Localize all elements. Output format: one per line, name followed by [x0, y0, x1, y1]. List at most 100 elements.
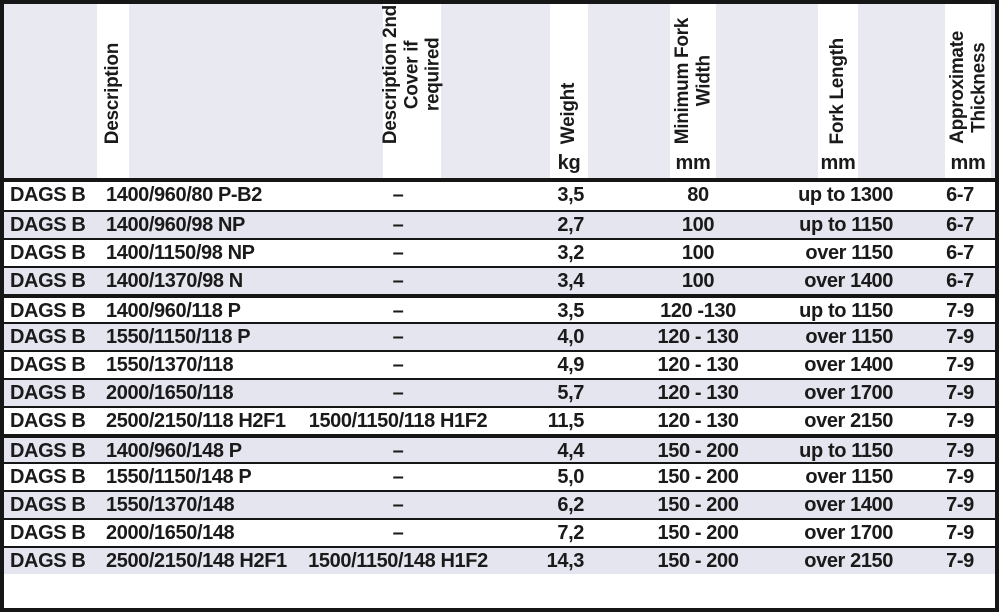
- cell-description-2nd: –: [392, 466, 404, 488]
- cell-description-2nd: –: [392, 494, 404, 516]
- column-unit-fork-width: mm: [675, 152, 711, 174]
- cell-thickness: 7-9: [946, 300, 974, 322]
- cell-fork-width: 100: [681, 242, 715, 264]
- cell-thickness: 7-9: [946, 382, 974, 404]
- cell-thickness: 7-9: [946, 550, 974, 572]
- cell-fork-length: over 1400: [804, 354, 893, 376]
- description-prefix: DAGS B: [10, 354, 86, 376]
- cell-fork-length: over 2150: [804, 410, 893, 432]
- cell-description: DAGS B 1550/1370/148: [4, 492, 296, 518]
- cell-description-2nd: –: [392, 354, 404, 376]
- column-label-description-2nd: Description 2nd Cover if required: [380, 5, 444, 145]
- column-header-description: Description: [97, 4, 129, 178]
- cell-description: DAGS B 1400/960/148 P: [4, 438, 296, 462]
- cell-fork-width: 150 - 200: [657, 522, 739, 544]
- table-row: DAGS B 2500/2150/118 H2F1 1500/1150/118 H…: [4, 406, 995, 434]
- column-unit-weight: kg: [557, 152, 581, 174]
- cell-description-2nd: –: [392, 326, 404, 348]
- cell-description: DAGS B 1400/960/80 P-B2: [4, 182, 296, 210]
- description-prefix: DAGS B: [10, 214, 86, 236]
- table-row: DAGS B 1550/1370/148 – 6,2 150 - 200 over…: [4, 490, 995, 518]
- description-spec: 1550/1370/118: [106, 354, 234, 376]
- cell-description: DAGS B 2000/1650/118: [4, 380, 296, 406]
- cell-weight: 4,9: [557, 354, 584, 376]
- description-spec: 2000/1650/118: [106, 382, 234, 404]
- table-row: DAGS B 1400/1370/98 N – 3,4 100 over 1400…: [4, 266, 995, 294]
- cell-description: DAGS B 1550/1150/148 P: [4, 464, 296, 490]
- description-prefix: DAGS B: [10, 326, 86, 348]
- cell-thickness: 7-9: [946, 410, 974, 432]
- cell-fork-width: 120 - 130: [657, 326, 739, 348]
- description-prefix: DAGS B: [10, 300, 86, 322]
- cell-description: DAGS B 1550/1370/118: [4, 352, 296, 378]
- cell-weight: 3,4: [557, 270, 584, 292]
- cell-thickness: 7-9: [946, 466, 974, 488]
- cell-description: DAGS B 2500/2150/148 H2F1: [4, 548, 296, 574]
- cell-description-2nd: –: [392, 214, 404, 236]
- cell-description: DAGS B 1400/1370/98 N: [4, 268, 296, 294]
- cell-thickness: 7-9: [946, 494, 974, 516]
- cell-weight: 3,5: [557, 184, 584, 206]
- cell-description-2nd: –: [392, 382, 404, 404]
- table-row: DAGS B 2000/1650/118 – 5,7 120 - 130 over…: [4, 378, 995, 406]
- column-header-description-2nd: Description 2nd Cover if required: [380, 4, 444, 178]
- description-spec: 1550/1370/148: [106, 494, 235, 516]
- cell-description-2nd: –: [392, 242, 404, 264]
- cell-fork-length: over 1400: [804, 270, 893, 292]
- cell-description: DAGS B 1400/960/118 P: [4, 298, 296, 322]
- table-row: DAGS B 1400/960/80 P-B2 – 3,5 80 up to 13…: [4, 182, 995, 210]
- description-spec: 2000/1650/148: [106, 522, 235, 544]
- cell-fork-length: up to 1150: [799, 440, 893, 462]
- cell-thickness: 6-7: [946, 184, 974, 206]
- table-row: DAGS B 1550/1150/148 P – 5,0 150 - 200 ov…: [4, 462, 995, 490]
- cell-description: DAGS B 1400/1150/98 NP: [4, 240, 296, 266]
- description-spec: 1400/1370/98 N: [106, 270, 243, 292]
- cell-weight: 5,0: [557, 466, 584, 488]
- description-spec: 1550/1150/148 P: [106, 466, 252, 488]
- cell-fork-width: 150 - 200: [657, 494, 739, 516]
- cell-description: DAGS B 2000/1650/148: [4, 520, 296, 546]
- cell-description: DAGS B 1550/1150/118 P: [4, 324, 296, 350]
- description-prefix: DAGS B: [10, 466, 86, 488]
- cell-fork-length: up to 1150: [799, 300, 893, 322]
- table-row: DAGS B 1400/960/98 NP – 2,7 100 up to 115…: [4, 210, 995, 238]
- cell-description: DAGS B 1400/960/98 NP: [4, 212, 296, 238]
- description-spec: 1400/960/118 P: [106, 300, 241, 322]
- table-row: DAGS B 1400/960/118 P – 3,5 120 -130 up t…: [4, 294, 995, 322]
- description-prefix: DAGS B: [10, 242, 86, 264]
- description-spec: 1400/960/98 NP: [106, 214, 245, 236]
- cell-description-2nd: 1500/1150/118 H1F2: [308, 410, 488, 432]
- column-unit-fork-length: mm: [820, 152, 856, 174]
- cell-weight: 7,2: [557, 522, 584, 544]
- description-spec: 1400/960/80 P-B2: [106, 184, 262, 206]
- cell-weight: 5,7: [557, 382, 584, 404]
- description-prefix: DAGS B: [10, 270, 86, 292]
- cell-weight: 2,7: [557, 214, 584, 236]
- cell-fork-width: 120 - 130: [657, 410, 739, 432]
- cell-description: DAGS B 2500/2150/118 H2F1: [4, 408, 296, 434]
- cell-description-2nd: –: [392, 270, 404, 292]
- description-spec: 1400/960/148 P: [106, 440, 242, 462]
- column-header-fork-width: Minimum Fork Width mm: [670, 4, 716, 178]
- cell-weight: 3,5: [557, 300, 584, 322]
- cell-description-2nd: –: [392, 300, 404, 322]
- cell-fork-length: over 1150: [805, 466, 893, 488]
- cell-fork-length: over 1150: [805, 242, 893, 264]
- column-label-fork-length: Fork Length: [827, 37, 849, 144]
- cell-weight: 14,3: [546, 550, 585, 572]
- cell-thickness: 6-7: [946, 270, 974, 292]
- description-prefix: DAGS B: [10, 494, 86, 516]
- cell-fork-width: 100: [681, 214, 715, 236]
- description-prefix: DAGS B: [10, 440, 86, 462]
- cell-fork-width: 100: [681, 270, 715, 292]
- table-header: Description Description 2nd Cover if req…: [4, 4, 995, 182]
- cell-fork-width: 120 -130: [660, 300, 736, 322]
- description-prefix: DAGS B: [10, 184, 86, 206]
- cell-fork-length: over 1400: [804, 494, 893, 516]
- column-header-fork-length: Fork Length mm: [818, 4, 858, 178]
- cell-fork-length: over 1700: [804, 382, 893, 404]
- column-header-weight: Weight kg: [550, 4, 588, 178]
- table-row: DAGS B 1400/1150/98 NP – 3,2 100 over 115…: [4, 238, 995, 266]
- cell-description-2nd: –: [392, 440, 404, 462]
